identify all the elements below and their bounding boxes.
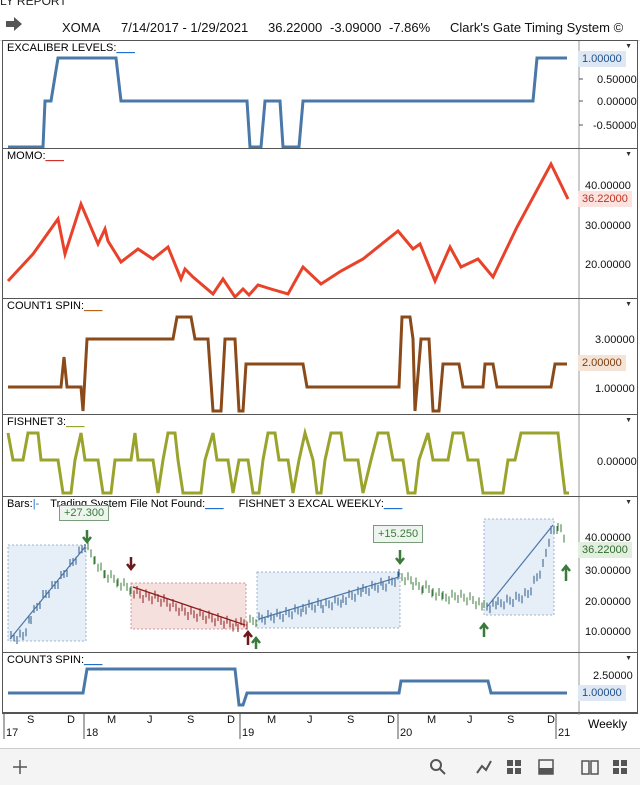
time-axis[interactable]: S D M J S D M J S D M J S D 17 18 19 20 21 Weekly [2,712,638,739]
book-icon[interactable] [580,757,600,777]
last-price: 36.22000 [268,20,323,35]
tick-label: 3.00000 [595,334,635,346]
tick-label: 0.00000 [597,96,637,108]
tick-label: 1.00000 [595,383,635,395]
count1-panel[interactable]: COUNT1 SPIN:___ ▼ 3.00000 1.00000 2.0000… [2,298,638,417]
month-label: M [267,714,276,726]
caret-icon[interactable]: ▼ [625,301,632,308]
down-arrow-icon [395,550,405,566]
count3-plot: 2.50000 [8,653,633,715]
momo-plot: 40.00000 30.00000 20.00000 [6,149,631,301]
gain-callout: +27.300 [59,505,110,521]
gain-callout: +15.250 [373,525,424,543]
excaliber-label: EXCALIBER LEVELS:___ [7,42,135,54]
line-chart-icon[interactable] [474,757,494,777]
down-arrow-icon [82,530,92,545]
year-label: 21 [558,727,570,739]
last-value-tag: 1.00000 [578,685,626,701]
year-label: 18 [86,727,98,739]
tick-label: 20.00000 [585,596,631,608]
tick-label: 10.00000 [585,626,631,638]
fishnet-plot: 0.00000 [6,415,637,499]
count1-label: COUNT1 SPIN:___ [7,300,103,312]
last-value-tag: 2.00000 [578,355,626,371]
caret-icon[interactable]: ▼ [625,43,632,50]
panel-icon[interactable] [536,757,556,777]
excaliber-plot: 0.50000 0.00000 -0.50000 [8,41,637,151]
month-label: D [387,714,395,726]
caret-icon[interactable]: ▼ [625,151,632,158]
down-arrow-icon [126,557,136,572]
up-arrow-icon [251,635,261,649]
month-label: S [507,714,514,726]
window-title: LY REPORT [0,0,640,8]
arrow-markers [82,530,571,649]
date-range: 7/14/2017 - 1/29/2021 [121,20,249,35]
year-label: 20 [400,727,412,739]
caret-icon[interactable]: ▼ [625,655,632,662]
last-value-tag: 1.00000 [578,51,626,67]
up-arrow-icon [243,629,253,645]
square-grid-icon[interactable] [610,757,630,777]
price-panel[interactable]: Bars:|- Trading System File Not Found:__… [2,496,638,655]
month-label: S [187,714,194,726]
count3-label: COUNT3 SPIN:___ [7,654,103,666]
last-value-tag: 36.22000 [578,191,632,207]
caret-icon[interactable]: ▼ [625,499,632,506]
tick-label: 0.50000 [597,74,637,86]
month-label: M [107,714,116,726]
month-label: J [467,714,473,726]
momo-panel[interactable]: MOMO:___ ▼ 40.00000 30.00000 20.00000 36… [2,148,638,301]
symbol: XOMA [62,20,101,35]
caret-icon[interactable]: ▼ [625,417,632,424]
momo-label: MOMO:___ [7,150,64,162]
bottom-toolbar [0,748,640,785]
forward-arrow-icon[interactable] [5,16,23,32]
year-label: 19 [242,727,254,739]
tick-label: 2.50000 [593,670,633,682]
chart-header: XOMA 7/14/2017 - 1/29/2021 36.22000 -3.0… [0,8,640,41]
up-arrow-icon [479,621,489,637]
month-label: J [147,714,153,726]
tick-label: 20.00000 [585,259,631,271]
month-label: D [67,714,75,726]
month-label: S [27,714,34,726]
tick-label: 0.00000 [597,456,637,468]
tick-label: -0.50000 [593,120,636,132]
price-plot: 40.00000 30.00000 20.00000 10.00000 [7,497,631,655]
month-label: S [347,714,354,726]
excaliber-panel[interactable]: EXCALIBER LEVELS:___ ▼ 0.50000 0.00000 -… [2,40,638,151]
tick-label: 40.00000 [585,532,631,544]
fishnet-panel[interactable]: FISHNET 3:___ ▼ 0.00000 [2,414,638,499]
month-label: D [227,714,235,726]
up-arrow-icon [561,563,571,581]
period-label[interactable]: Weekly [588,717,628,731]
count3-panel[interactable]: COUNT3 SPIN:___ ▼ 2.50000 1.00000 [2,652,638,715]
month-label: M [427,714,436,726]
tick-label: 40.00000 [585,180,631,192]
price-change: -3.09000 [330,20,382,35]
system-name: Clark's Gate Timing System © [450,20,624,35]
fishnet-label: FISHNET 3:___ [7,416,85,428]
last-value-tag: 36.22000 [578,542,632,558]
month-label: J [307,714,313,726]
price-change-pct: -7.86% [389,20,431,35]
tick-label: 30.00000 [585,220,631,232]
grid-icon[interactable] [504,757,524,777]
plus-icon[interactable] [10,757,30,777]
year-label: 17 [6,727,18,739]
search-icon[interactable] [428,757,448,777]
tick-label: 30.00000 [585,565,631,577]
count1-plot: 3.00000 1.00000 [8,299,635,417]
month-label: D [547,714,555,726]
